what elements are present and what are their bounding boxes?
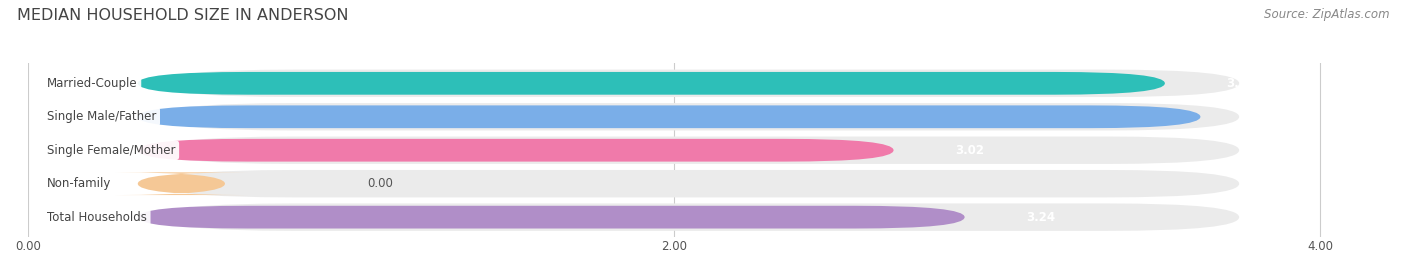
Text: Married-Couple: Married-Couple [48, 77, 138, 90]
FancyBboxPatch shape [160, 170, 1239, 198]
Text: 3.02: 3.02 [955, 144, 984, 157]
Text: Total Households: Total Households [48, 211, 148, 224]
Text: Single Female/Mother: Single Female/Mother [48, 144, 176, 157]
FancyBboxPatch shape [138, 72, 1166, 95]
Text: Source: ZipAtlas.com: Source: ZipAtlas.com [1264, 8, 1389, 21]
Text: 3.24: 3.24 [1026, 211, 1054, 224]
Text: 3.86: 3.86 [1226, 77, 1256, 90]
Text: 3.97: 3.97 [1261, 110, 1291, 123]
Text: 0.00: 0.00 [367, 177, 392, 190]
FancyBboxPatch shape [138, 139, 894, 162]
Text: Non-family: Non-family [48, 177, 111, 190]
FancyBboxPatch shape [160, 70, 1239, 97]
FancyBboxPatch shape [160, 103, 1239, 131]
FancyBboxPatch shape [138, 206, 965, 229]
Text: MEDIAN HOUSEHOLD SIZE IN ANDERSON: MEDIAN HOUSEHOLD SIZE IN ANDERSON [17, 8, 349, 23]
FancyBboxPatch shape [115, 172, 247, 195]
Text: Single Male/Father: Single Male/Father [48, 110, 156, 123]
FancyBboxPatch shape [138, 105, 1201, 128]
FancyBboxPatch shape [160, 136, 1239, 164]
FancyBboxPatch shape [160, 203, 1239, 231]
